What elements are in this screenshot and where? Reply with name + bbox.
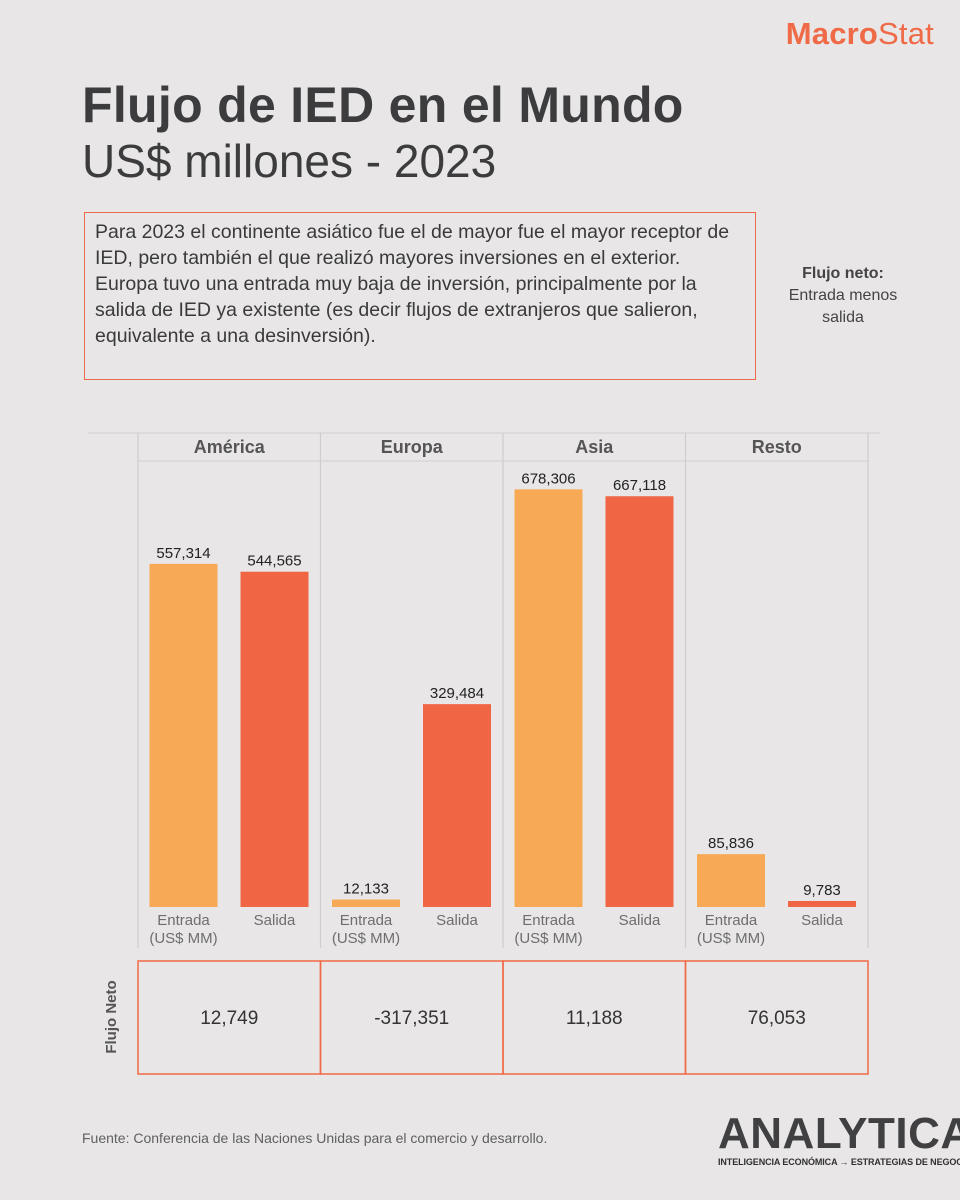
tick-label-entrada-unit: (US$ MM)	[332, 930, 400, 947]
net-flow-value-europa: -317,351	[374, 1008, 449, 1029]
source-footer: Fuente: Conferencia de las Naciones Unid…	[82, 1130, 548, 1146]
data-label-entrada: 85,836	[708, 835, 754, 852]
analytica-logo: ANALYTICA INTELIGENCIA ECONÓMICA → ESTRA…	[718, 1109, 960, 1168]
tick-label-salida: Salida	[619, 912, 661, 929]
net-flow-value-américa: 12,749	[200, 1008, 258, 1029]
bar-salida-asia	[605, 496, 674, 907]
net-flow-legend-title: Flujo neto:	[802, 265, 884, 282]
bar-entrada-europa	[332, 899, 400, 907]
bar-salida-américa	[240, 571, 309, 907]
group-header-europa: Europa	[381, 437, 444, 457]
data-label-salida: 9,783	[803, 882, 841, 899]
brand-part1: Macro	[785, 16, 879, 51]
brand-logo: MacroStat	[786, 16, 934, 52]
analytica-logo-tagline: INTELIGENCIA ECONÓMICA → ESTRATEGIAS DE …	[718, 1157, 960, 1167]
chart-title: Flujo de IED en el Mundo	[82, 77, 684, 133]
tick-label-entrada: Entrada	[705, 912, 758, 929]
net-flow-value-asia: 11,188	[566, 1008, 623, 1029]
net-flow-legend-text: Entrada menos salida	[788, 287, 898, 326]
brand-part2: Stat	[878, 16, 934, 51]
tick-label-entrada-unit: (US$ MM)	[697, 930, 765, 947]
net-flow-axis-label: Flujo Neto	[103, 980, 120, 1053]
group-header-asia: Asia	[575, 437, 614, 457]
bar-entrada-resto	[697, 854, 765, 907]
bar-entrada-américa	[149, 563, 218, 907]
bar-salida-europa	[423, 704, 491, 907]
data-label-salida: 329,484	[430, 685, 484, 702]
tick-label-entrada: Entrada	[522, 912, 575, 929]
tick-label-entrada-unit: (US$ MM)	[514, 930, 582, 947]
data-label-salida: 667,118	[613, 477, 666, 494]
analytica-logo-word: ANALYTICA	[718, 1109, 960, 1158]
group-header-resto: Resto	[752, 437, 802, 457]
net-flow-box-resto	[684, 960, 869, 1075]
tick-label-salida: Salida	[801, 912, 843, 929]
data-label-entrada: 557,314	[156, 545, 210, 562]
tick-label-entrada: Entrada	[340, 912, 393, 929]
group-header-américa: América	[194, 437, 266, 457]
data-label-salida: 544,565	[247, 553, 301, 570]
tick-label-salida: Salida	[254, 912, 296, 929]
tick-label-salida: Salida	[436, 912, 478, 929]
chart-subtitle: US$ millones - 2023	[82, 135, 497, 187]
data-label-entrada: 678,306	[521, 470, 575, 487]
tick-label-entrada-unit: (US$ MM)	[149, 930, 217, 947]
net-flow-legend: Flujo neto: Entrada menos salida	[768, 263, 918, 329]
data-label-entrada: 12,133	[343, 881, 389, 898]
bar-salida-resto	[788, 900, 856, 907]
note-box: Para 2023 el continente asiático fue el …	[84, 212, 756, 380]
net-flow-value-resto: 76,053	[748, 1008, 806, 1029]
tick-label-entrada: Entrada	[157, 912, 210, 929]
bar-entrada-asia	[514, 489, 583, 907]
